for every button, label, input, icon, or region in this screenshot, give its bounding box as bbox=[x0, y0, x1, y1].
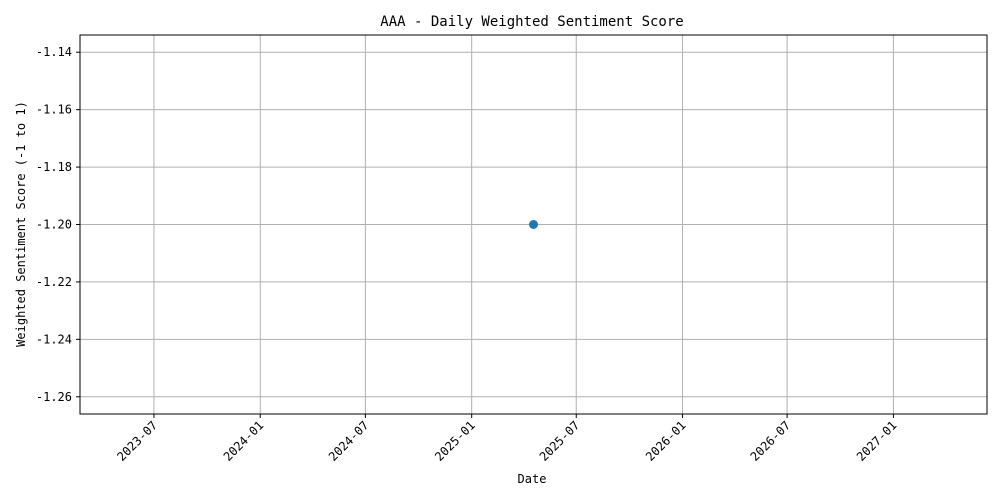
y-tick-label: -1.26 bbox=[36, 390, 72, 404]
x-tick-label: 2024-07 bbox=[326, 418, 372, 464]
grid-layer bbox=[80, 35, 987, 414]
x-tick-label: 2026-07 bbox=[748, 418, 794, 464]
x-tick-label: 2025-07 bbox=[537, 418, 583, 464]
y-tick-label: -1.24 bbox=[36, 332, 72, 346]
x-tick-label: 2024-01 bbox=[221, 418, 267, 464]
points-layer bbox=[529, 220, 538, 229]
y-tick-label: -1.18 bbox=[36, 160, 72, 174]
y-tick-label: -1.14 bbox=[36, 45, 72, 59]
y-axis-label: Weighted Sentiment Score (-1 to 1) bbox=[14, 101, 28, 347]
x-tick-label: 2027-01 bbox=[854, 418, 900, 464]
chart-title: AAA - Daily Weighted Sentiment Score bbox=[380, 14, 683, 30]
x-tick-label: 2026-01 bbox=[643, 418, 689, 464]
x-tick-label: 2025-01 bbox=[432, 418, 478, 464]
x-axis-label: Date bbox=[518, 472, 547, 486]
y-tick-label: -1.20 bbox=[36, 218, 72, 232]
y-tick-label: -1.16 bbox=[36, 103, 72, 117]
x-tick-label: 2023-07 bbox=[114, 418, 160, 464]
ticks-layer: 2023-07 2024-01 2024-07 2025-01 2025-07 2026-… bbox=[36, 45, 900, 464]
y-tick-label: -1.22 bbox=[36, 275, 72, 289]
data-point bbox=[529, 220, 538, 229]
